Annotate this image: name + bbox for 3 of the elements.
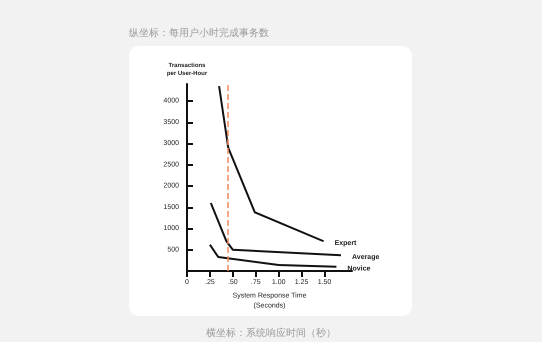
text: 纵坐标：每用户小时完成事务数 <box>129 26 269 40</box>
line-series <box>218 85 325 242</box>
text: 横坐标：系统响应时间（秒） <box>205 326 337 340</box>
